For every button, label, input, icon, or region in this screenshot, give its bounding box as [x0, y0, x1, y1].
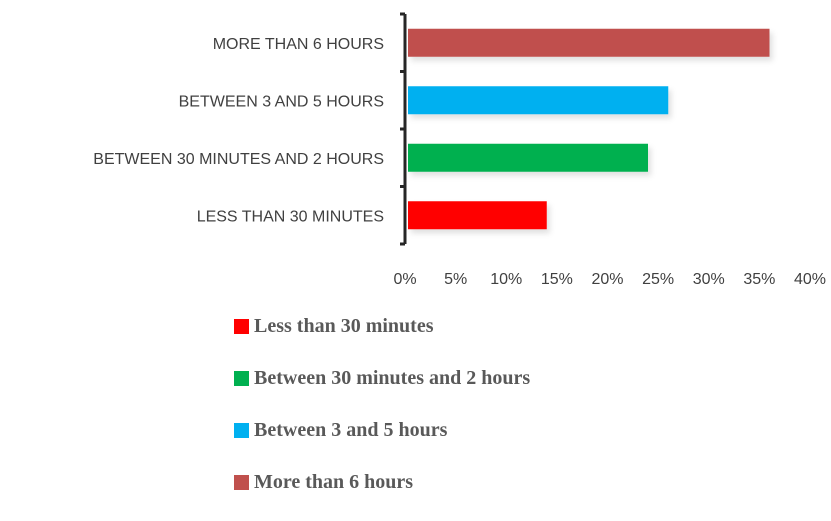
bar-chart: MORE THAN 6 HOURS BETWEEN 3 AND 5 HOURS BE…: [93, 12, 826, 288]
legend-label: Between 30 minutes and 2 hours: [254, 366, 531, 389]
legend-label: Between 3 and 5 hours: [254, 418, 448, 441]
x-tick-label: 40%: [794, 271, 826, 288]
legend-swatch-blue: [234, 422, 249, 438]
x-tick-label: 5%: [444, 271, 467, 288]
x-tick-label: 15%: [541, 271, 573, 288]
category-label: LESS THAN 30 MINUTES: [197, 208, 384, 225]
category-label: BETWEEN 3 AND 5 HOURS: [179, 93, 384, 110]
legend-item-less-than-30-minutes: Less than 30 minutes: [234, 313, 530, 339]
legend-item-between-3-and-5-hours: Between 3 and 5 hours: [234, 417, 530, 443]
x-tick-label: 0%: [393, 271, 416, 288]
x-tick-label: 25%: [642, 271, 674, 288]
category-label: MORE THAN 6 HOURS: [213, 36, 384, 53]
x-tick-label: 20%: [591, 271, 623, 288]
legend-swatch-green: [234, 370, 249, 386]
bar: [408, 201, 547, 230]
x-tick-label: 35%: [743, 271, 775, 288]
bar: [408, 143, 648, 172]
bar: [408, 28, 770, 57]
bar: [408, 86, 669, 115]
category-label: BETWEEN 30 MINUTES AND 2 HOURS: [93, 151, 384, 168]
chart-legend: Less than 30 minutes Between 30 minutes …: [234, 313, 530, 521]
legend-item-more-than-6-hours: More than 6 hours: [234, 469, 530, 495]
x-tick-label: 30%: [693, 271, 725, 288]
legend-label: Less than 30 minutes: [254, 314, 434, 337]
legend-label: More than 6 hours: [254, 470, 414, 493]
legend-swatch-red: [234, 318, 249, 334]
legend-item-between-30-minutes-and-2-hours: Between 30 minutes and 2 hours: [234, 365, 530, 391]
x-tick-label: 10%: [490, 271, 522, 288]
